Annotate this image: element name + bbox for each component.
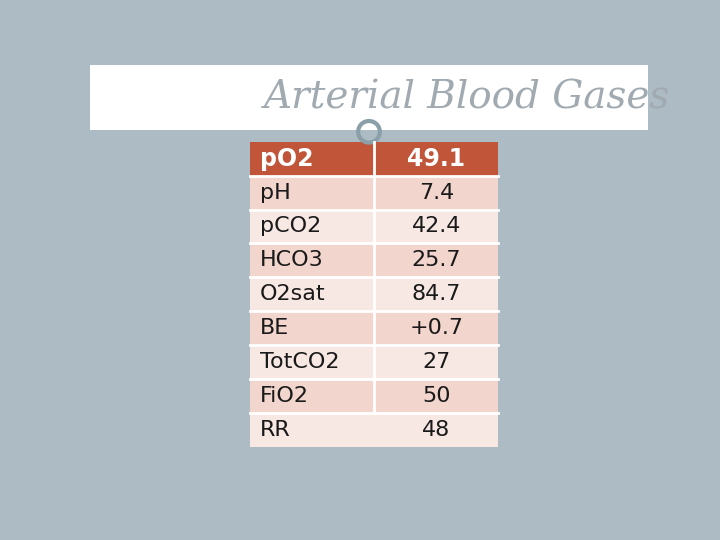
FancyBboxPatch shape <box>374 210 498 244</box>
Text: 50: 50 <box>422 386 451 406</box>
Text: TotCO2: TotCO2 <box>260 352 339 372</box>
Text: pO2: pO2 <box>260 147 313 171</box>
FancyBboxPatch shape <box>251 278 374 311</box>
FancyBboxPatch shape <box>251 345 374 379</box>
Text: +0.7: +0.7 <box>410 318 464 338</box>
Text: 25.7: 25.7 <box>412 251 462 271</box>
FancyBboxPatch shape <box>374 176 498 210</box>
FancyBboxPatch shape <box>251 142 498 176</box>
FancyBboxPatch shape <box>374 311 498 345</box>
Text: 27: 27 <box>423 352 451 372</box>
FancyBboxPatch shape <box>251 413 374 447</box>
FancyBboxPatch shape <box>251 176 374 210</box>
Text: O2sat: O2sat <box>260 284 325 304</box>
Text: RR: RR <box>260 420 290 440</box>
Text: pH: pH <box>260 183 290 202</box>
Text: Arterial Blood Gases: Arterial Blood Gases <box>264 79 671 117</box>
FancyBboxPatch shape <box>90 65 648 130</box>
Text: 7.4: 7.4 <box>419 183 454 202</box>
Text: FiO2: FiO2 <box>260 386 309 406</box>
Text: BE: BE <box>260 318 289 338</box>
FancyBboxPatch shape <box>251 379 374 413</box>
Text: 42.4: 42.4 <box>412 217 461 237</box>
FancyBboxPatch shape <box>251 311 374 345</box>
FancyBboxPatch shape <box>374 345 498 379</box>
FancyBboxPatch shape <box>374 244 498 278</box>
FancyBboxPatch shape <box>251 210 374 244</box>
Text: 84.7: 84.7 <box>412 284 461 304</box>
FancyBboxPatch shape <box>251 244 374 278</box>
FancyBboxPatch shape <box>374 413 498 447</box>
FancyBboxPatch shape <box>374 379 498 413</box>
FancyBboxPatch shape <box>251 142 498 447</box>
Text: 49.1: 49.1 <box>408 147 466 171</box>
Text: 48: 48 <box>423 420 451 440</box>
FancyBboxPatch shape <box>374 278 498 311</box>
Text: pCO2: pCO2 <box>260 217 321 237</box>
Text: HCO3: HCO3 <box>260 251 323 271</box>
